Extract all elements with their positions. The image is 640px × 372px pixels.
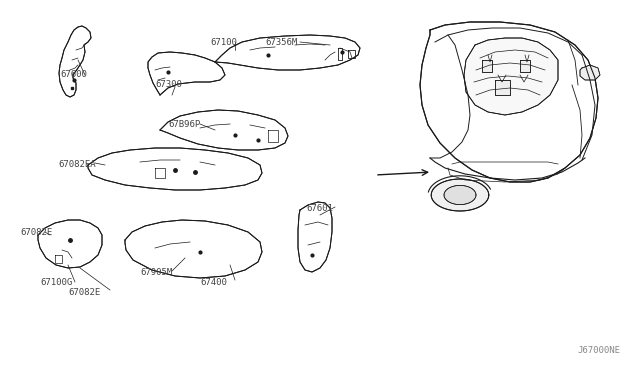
Polygon shape	[431, 179, 489, 211]
Text: 67601: 67601	[306, 204, 333, 213]
Polygon shape	[580, 65, 600, 80]
Text: 67905M: 67905M	[140, 268, 172, 277]
Polygon shape	[444, 185, 476, 205]
Text: 67300: 67300	[155, 80, 182, 89]
Polygon shape	[495, 80, 510, 95]
Polygon shape	[464, 38, 558, 115]
Polygon shape	[420, 22, 598, 182]
Polygon shape	[125, 220, 262, 278]
Polygon shape	[160, 110, 288, 150]
Text: 67100G: 67100G	[40, 278, 72, 287]
Text: 67082E: 67082E	[68, 288, 100, 297]
Polygon shape	[38, 220, 102, 268]
Polygon shape	[88, 148, 262, 190]
Polygon shape	[298, 202, 332, 272]
Text: 67400: 67400	[200, 278, 227, 287]
Text: 67082EA: 67082EA	[58, 160, 95, 169]
Polygon shape	[59, 26, 91, 97]
Text: 67356M: 67356M	[265, 38, 297, 47]
Text: 67B96P: 67B96P	[168, 120, 200, 129]
Text: J67000NE: J67000NE	[577, 346, 620, 355]
Polygon shape	[215, 35, 360, 70]
Text: 67100: 67100	[210, 38, 237, 47]
Text: 67600: 67600	[60, 70, 87, 79]
Polygon shape	[148, 52, 225, 95]
Polygon shape	[520, 60, 530, 72]
Polygon shape	[482, 60, 492, 72]
Text: 67082E: 67082E	[20, 228, 52, 237]
